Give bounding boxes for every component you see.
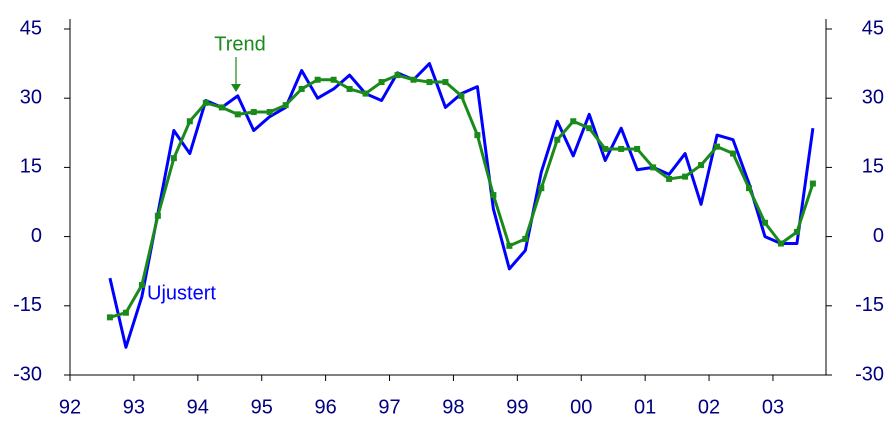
- y-tick-label: 0: [31, 225, 42, 247]
- x-tick-label: 92: [59, 396, 81, 418]
- series-line: [109, 73, 815, 319]
- y2-tick-label: 0: [873, 225, 884, 247]
- x-tick-label: 96: [314, 396, 336, 418]
- marker: [538, 185, 545, 192]
- marker: [586, 125, 593, 132]
- y2-tick-label: 30: [862, 86, 884, 108]
- marker: [714, 143, 721, 150]
- marker: [554, 136, 561, 143]
- marker: [394, 72, 401, 79]
- marker: [266, 109, 273, 116]
- marker: [777, 240, 784, 247]
- marker: [634, 145, 641, 152]
- marker: [474, 132, 481, 139]
- marker: [730, 150, 737, 157]
- x-tick-label: 00: [570, 396, 592, 418]
- y2-tick-label: -15: [855, 294, 884, 316]
- y-tick-label: 30: [20, 86, 42, 108]
- marker: [186, 118, 193, 125]
- marker: [426, 79, 433, 86]
- x-tick-label: 02: [698, 396, 720, 418]
- y2-tick-label: -30: [855, 363, 884, 385]
- marker: [698, 162, 705, 169]
- x-tick-label: 98: [442, 396, 464, 418]
- marker: [378, 79, 385, 86]
- marker: [314, 76, 321, 83]
- marker: [202, 99, 209, 106]
- x-tick-label: 95: [251, 396, 273, 418]
- marker: [218, 104, 225, 111]
- marker: [298, 85, 305, 92]
- marker: [138, 282, 145, 289]
- marker: [761, 219, 768, 226]
- marker: [506, 242, 513, 249]
- marker: [602, 145, 609, 152]
- marker: [346, 85, 353, 92]
- marker: [234, 111, 241, 118]
- x-tick-label: 97: [378, 396, 400, 418]
- annotation-arrowhead: [231, 84, 241, 92]
- marker: [410, 76, 417, 83]
- marker: [570, 118, 577, 125]
- y-tick-label: -30: [13, 363, 42, 385]
- marker: [330, 76, 337, 83]
- y-tick-label: -15: [13, 294, 42, 316]
- marker: [442, 79, 449, 86]
- x-tick-label: 99: [506, 396, 528, 418]
- marker: [122, 309, 129, 316]
- marker: [809, 180, 816, 187]
- marker: [170, 155, 177, 162]
- marker: [682, 173, 689, 180]
- annotation: Trend: [214, 33, 266, 55]
- marker: [250, 109, 257, 116]
- marker: [154, 212, 161, 219]
- x-tick-label: 93: [123, 396, 145, 418]
- marker: [650, 164, 657, 171]
- y2-tick-label: 45: [862, 17, 884, 39]
- marker: [106, 314, 113, 321]
- marker: [282, 102, 289, 109]
- marker: [793, 228, 800, 235]
- marker: [618, 145, 625, 152]
- annotation: Ujustert: [147, 282, 216, 304]
- y-tick-label: 45: [20, 17, 42, 39]
- x-tick-label: 94: [187, 396, 209, 418]
- x-tick-label: 01: [634, 396, 656, 418]
- marker: [745, 185, 752, 192]
- y2-tick-label: 15: [862, 156, 884, 178]
- marker: [666, 175, 673, 182]
- marker: [362, 90, 369, 97]
- y-tick-label: 15: [20, 156, 42, 178]
- x-tick-label: 03: [762, 396, 784, 418]
- marker: [490, 192, 497, 199]
- marker: [522, 235, 529, 242]
- marker: [458, 92, 465, 99]
